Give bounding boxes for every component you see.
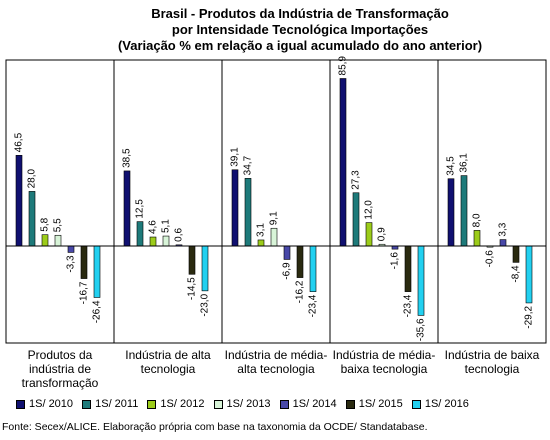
data-label-12012-cat-3: 12,0 <box>364 200 375 220</box>
bar-12010-cat-1 <box>123 170 131 247</box>
data-label-12015-cat-2: -16,2 <box>295 280 306 303</box>
bar-12016-cat-1 <box>201 245 209 292</box>
legend-item-2016: 1S/ 2016 <box>411 398 469 410</box>
bar-12015-cat-3 <box>404 245 412 292</box>
bar-12013-cat-1 <box>162 235 170 247</box>
bar-12010-cat-3 <box>339 78 347 247</box>
legend-label-2012: 1S/ 2012 <box>160 398 205 410</box>
category-label-3: Indústria de média-baixa tecnologia <box>332 348 436 376</box>
data-label-12013-cat-1: 5,1 <box>161 219 172 233</box>
legend-swatch-2015 <box>345 399 355 409</box>
data-label-12014-cat-1: 0,6 <box>174 227 185 241</box>
bar-12016-cat-4 <box>525 245 533 304</box>
data-label-12011-cat-3: 27,3 <box>351 170 362 190</box>
bar-12010-cat-0 <box>15 155 23 247</box>
data-label-12012-cat-1: 4,6 <box>148 220 159 234</box>
legend-label-2011: 1S/ 2011 <box>95 398 139 410</box>
data-label-12011-cat-1: 12,5 <box>135 199 146 219</box>
bar-12014-cat-2 <box>283 245 291 260</box>
legend-item-2015: 1S/ 2015 <box>345 398 403 410</box>
bar-12012-cat-2 <box>257 239 265 247</box>
data-label-12011-cat-4: 36,1 <box>459 153 470 173</box>
category-label-1: Indústria de alta tecnologia <box>125 348 211 376</box>
data-label-12011-cat-2: 34,7 <box>243 155 254 175</box>
bar-12011-cat-2 <box>244 178 252 247</box>
legend-label-2013: 1S/ 2013 <box>226 398 271 410</box>
legend-item-2010: 1S/ 2010 <box>16 398 73 410</box>
data-label-12013-cat-3: 0,9 <box>377 227 388 241</box>
legend-swatch-2013 <box>213 399 223 409</box>
bar-12012-cat-1 <box>149 236 157 247</box>
legend-swatch-2014 <box>279 399 289 409</box>
bar-12012-cat-4 <box>473 230 481 247</box>
bar-12015-cat-1 <box>188 245 196 275</box>
data-label-12010-cat-3: 85,9 <box>338 56 349 76</box>
data-label-12014-cat-0: -3,3 <box>66 255 77 273</box>
data-label-12014-cat-3: -1,6 <box>390 252 401 270</box>
data-label-12015-cat-4: -8,4 <box>511 265 522 283</box>
chart-title-line-1: Brasil - Produtos da Indústria de Transf… <box>151 6 449 21</box>
bar-12010-cat-2 <box>231 169 239 247</box>
data-label-12016-cat-2: -23,4 <box>308 294 319 317</box>
legend-swatch-2016 <box>411 399 421 409</box>
data-label-12010-cat-0: 46,5 <box>14 132 25 152</box>
bar-12012-cat-0 <box>41 234 49 247</box>
data-label-12016-cat-1: -23,0 <box>200 293 211 316</box>
category-label-2: Indústria de média-alta tecnologia <box>224 348 328 376</box>
bar-12011-cat-1 <box>136 221 144 247</box>
plot-frame <box>5 59 547 344</box>
data-label-12010-cat-1: 38,5 <box>122 148 133 168</box>
data-label-12013-cat-0: 5,5 <box>53 218 64 232</box>
data-label-12012-cat-0: 5,8 <box>40 217 51 231</box>
bar-12016-cat-2 <box>309 245 317 292</box>
data-label-12015-cat-3: -23,4 <box>403 294 414 317</box>
bar-12015-cat-4 <box>512 245 520 263</box>
bar-12011-cat-0 <box>28 191 36 247</box>
data-label-12016-cat-3: -35,6 <box>416 318 427 341</box>
data-label-12013-cat-4: -0,6 <box>485 250 496 268</box>
bar-12015-cat-0 <box>80 245 88 279</box>
data-label-12016-cat-4: -29,2 <box>524 306 535 329</box>
legend-label-2016: 1S/ 2016 <box>424 398 469 410</box>
legend-item-2012: 1S/ 2012 <box>147 398 204 410</box>
data-label-12013-cat-2: 9,1 <box>269 211 280 225</box>
bar-12010-cat-4 <box>447 178 455 247</box>
legend-label-2010: 1S/ 2010 <box>29 398 74 410</box>
legend-label-2014: 1S/ 2014 <box>292 398 337 410</box>
legend-item-2013: 1S/ 2013 <box>213 398 271 410</box>
legend-label-2015: 1S/ 2015 <box>358 398 403 410</box>
chart-title-line-3: (Variação % em relação a igual acumulado… <box>117 38 483 53</box>
bar-12015-cat-2 <box>296 245 304 278</box>
legend-swatch-2011 <box>82 399 92 409</box>
legend-item-2011: 1S/ 2011 <box>82 398 138 410</box>
bar-12016-cat-0 <box>93 245 101 298</box>
category-label-0: Produtos da indústria de transformação <box>21 348 99 390</box>
data-label-12014-cat-4: 3,3 <box>498 222 509 236</box>
data-label-12015-cat-1: -14,5 <box>187 277 198 300</box>
data-label-12010-cat-2: 39,1 <box>230 147 241 167</box>
data-label-12015-cat-0: -16,7 <box>79 281 90 304</box>
legend-item-2014: 1S/ 2014 <box>279 398 337 410</box>
bar-12012-cat-3 <box>365 222 373 247</box>
legend-swatch-2012 <box>147 399 157 409</box>
data-label-12014-cat-2: -6,9 <box>282 262 293 280</box>
legend: 1S/ 2010 1S/ 2011 1S/ 2012 1S/ 2013 1S/ … <box>16 398 475 410</box>
bar-12013-cat-0 <box>54 234 62 247</box>
legend-swatch-2010 <box>16 399 25 409</box>
bar-12014-cat-0 <box>67 245 75 253</box>
bar-12014-cat-4 <box>499 239 507 247</box>
source-note: Fonte: Secex/ALICE. Elaboração própria c… <box>2 421 428 433</box>
chart-title-line-2: por Intensidade Tecnológica Importações <box>171 22 429 37</box>
data-label-12016-cat-0: -26,4 <box>92 300 103 323</box>
data-label-12010-cat-4: 34,5 <box>446 156 457 176</box>
bar-12011-cat-4 <box>460 175 468 247</box>
category-label-4: Indústria de baixa tecnologia <box>444 348 540 376</box>
data-label-12012-cat-2: 3,1 <box>256 223 267 237</box>
bar-12011-cat-3 <box>352 192 360 247</box>
bar-12016-cat-3 <box>417 245 425 316</box>
bar-12013-cat-2 <box>270 227 278 247</box>
data-label-12012-cat-4: 8,0 <box>472 213 483 227</box>
data-label-12011-cat-0: 28,0 <box>27 168 38 188</box>
